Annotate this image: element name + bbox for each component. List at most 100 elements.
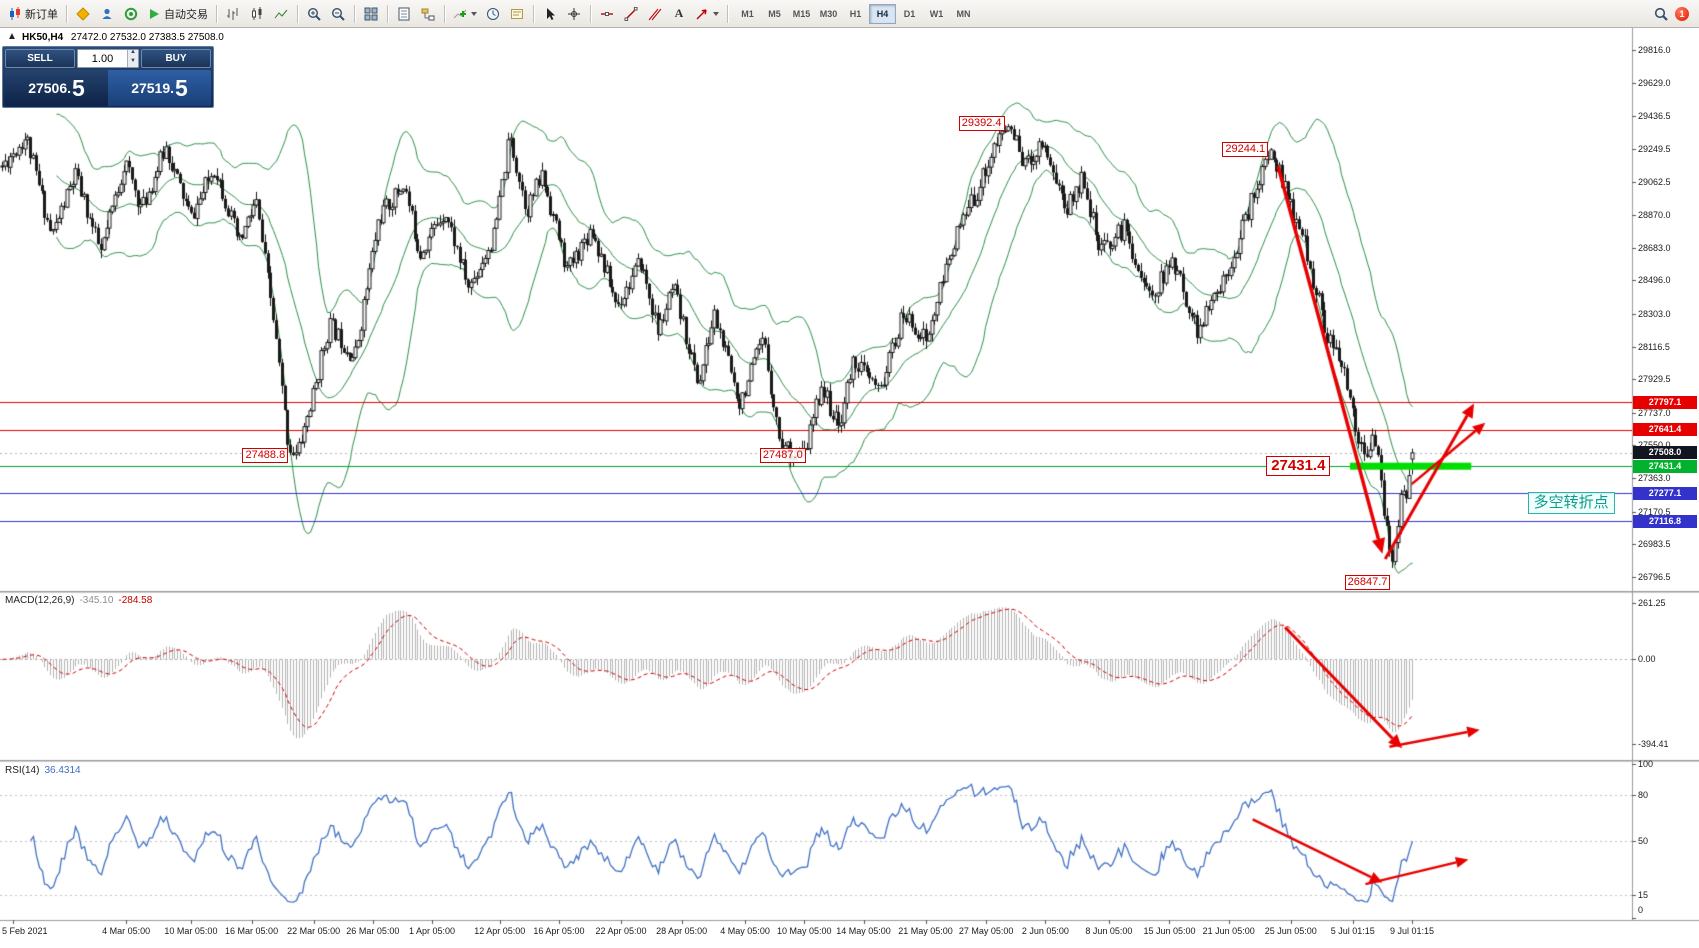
volume-down-button[interactable]: ▼ bbox=[128, 58, 138, 67]
timeframe-group: M1 M5 M15 M30 H1 H4 D1 W1 MN bbox=[734, 3, 977, 24]
clock-icon bbox=[487, 7, 499, 20]
toolbar-separator bbox=[216, 4, 217, 23]
toolbar-separator bbox=[387, 4, 388, 23]
trendline-tool-button[interactable] bbox=[619, 3, 643, 25]
new-order-icon bbox=[10, 6, 20, 20]
horizontal-line-tool-button[interactable] bbox=[595, 3, 619, 25]
pivot-annotation: 多空转折点 bbox=[1527, 492, 1615, 515]
cursor-tool-button[interactable] bbox=[538, 3, 562, 25]
navigator-button[interactable] bbox=[416, 3, 440, 25]
text-tool-button[interactable]: A bbox=[667, 3, 691, 25]
crosshair-icon bbox=[568, 7, 580, 20]
crosshair-tool-button[interactable] bbox=[562, 3, 586, 25]
volume-field: ▲ ▼ bbox=[77, 49, 139, 68]
arrows-tool-button[interactable] bbox=[691, 3, 723, 25]
metaeditor-icon bbox=[76, 6, 90, 21]
dropdown-caret-icon bbox=[713, 11, 719, 16]
rsi-name: RSI(14) bbox=[5, 765, 40, 776]
pivot-price-label: 27431.4 bbox=[1266, 456, 1331, 477]
timeframe-h1-button[interactable]: H1 bbox=[842, 4, 869, 24]
metaeditor-button[interactable] bbox=[71, 3, 95, 25]
market-button[interactable] bbox=[119, 3, 143, 25]
toolbar-separator bbox=[297, 4, 298, 23]
zoom-out-button[interactable] bbox=[326, 3, 350, 25]
tile-windows-button[interactable] bbox=[359, 3, 383, 25]
buy-price-frac: 5 bbox=[175, 74, 188, 101]
zoom-in-button[interactable] bbox=[302, 3, 326, 25]
rsi-header: RSI(14) 36.4314 bbox=[5, 765, 81, 776]
candlestick-mode-button[interactable] bbox=[245, 3, 269, 25]
community-icon bbox=[102, 8, 112, 19]
bar-chart-icon bbox=[227, 7, 238, 20]
main-toolbar: 新订单 自动交易 bbox=[0, 0, 1699, 28]
toolbar-separator bbox=[590, 4, 591, 23]
timeframe-w1-button[interactable]: W1 bbox=[923, 4, 950, 24]
volume-up-button[interactable]: ▲ bbox=[128, 49, 138, 59]
period-settings-button[interactable] bbox=[481, 3, 505, 25]
volume-input[interactable] bbox=[78, 50, 127, 67]
sell-price[interactable]: 27506. 5 bbox=[5, 70, 108, 106]
zoom-out-icon bbox=[331, 7, 345, 21]
line-chart-mode-button[interactable] bbox=[269, 3, 293, 25]
dropdown-caret-icon bbox=[471, 11, 477, 16]
volume-spinner: ▲ ▼ bbox=[127, 49, 138, 67]
symbol-header: HK50,H4 27472.0 27532.0 27383.5 27508.0 bbox=[22, 32, 224, 43]
sell-button[interactable]: SELL bbox=[5, 49, 75, 68]
toolbar-separator bbox=[533, 4, 534, 23]
toolbar-separator bbox=[444, 4, 445, 23]
trendline-icon bbox=[624, 6, 638, 21]
insert-indicator-icon bbox=[453, 9, 467, 18]
notification-icon[interactable]: 1 bbox=[1675, 6, 1689, 21]
candlestick-icon bbox=[252, 6, 262, 20]
macd-signal-value: -284.58 bbox=[118, 595, 153, 606]
toolbar-separator bbox=[66, 4, 67, 23]
price-chart-canvas[interactable] bbox=[0, 28, 1699, 948]
macd-header: MACD(12,26,9) -345.10 -284.58 bbox=[5, 595, 152, 606]
one-click-trading-panel: SELL ▲ ▼ BUY 27506. 5 27519. 5 bbox=[2, 46, 214, 108]
buy-button[interactable]: BUY bbox=[141, 49, 211, 68]
search-button[interactable] bbox=[1649, 3, 1673, 25]
macd-value: -345.10 bbox=[79, 595, 114, 606]
templates-icon bbox=[511, 8, 523, 19]
arrow-object-icon bbox=[696, 8, 707, 19]
symbol-period-label: HK50,H4 bbox=[22, 32, 64, 43]
data-window-icon bbox=[398, 7, 410, 20]
trade-panel-collapse-button[interactable]: ▲ bbox=[7, 31, 17, 42]
timeframe-d1-button[interactable]: D1 bbox=[896, 4, 923, 24]
sell-price-frac: 5 bbox=[72, 74, 85, 101]
horizontal-line-icon bbox=[601, 11, 613, 16]
new-order-button[interactable]: 新订单 bbox=[4, 3, 62, 25]
templates-button[interactable] bbox=[505, 3, 529, 25]
cursor-icon bbox=[547, 7, 555, 20]
channel-tool-button[interactable] bbox=[643, 3, 667, 25]
zoom-in-icon bbox=[307, 7, 321, 21]
sell-price-main: 27506. bbox=[28, 80, 72, 96]
chart-area: ▲ HK50,H4 27472.0 27532.0 27383.5 27508.… bbox=[0, 28, 1699, 948]
toolbar-separator bbox=[354, 4, 355, 23]
timeframe-m30-button[interactable]: M30 bbox=[815, 4, 842, 24]
data-window-button[interactable] bbox=[392, 3, 416, 25]
bar-chart-mode-button[interactable] bbox=[221, 3, 245, 25]
community-button[interactable] bbox=[95, 3, 119, 25]
buy-price[interactable]: 27519. 5 bbox=[108, 70, 211, 106]
timeframe-m15-button[interactable]: M15 bbox=[788, 4, 815, 24]
timeframe-h4-button[interactable]: H4 bbox=[869, 3, 896, 24]
timeframe-mn-button[interactable]: MN bbox=[950, 4, 977, 24]
market-icon bbox=[124, 7, 138, 20]
ohlc-readout: 27472.0 27532.0 27383.5 27508.0 bbox=[70, 32, 224, 43]
insert-indicator-button[interactable] bbox=[449, 3, 481, 25]
buy-price-main: 27519. bbox=[131, 80, 175, 96]
search-icon bbox=[1654, 7, 1668, 21]
channel-icon bbox=[648, 8, 662, 20]
navigator-icon bbox=[421, 8, 435, 20]
tile-windows-icon bbox=[364, 7, 378, 20]
rsi-value: 36.4314 bbox=[44, 765, 81, 776]
autotrading-play-icon bbox=[150, 8, 159, 19]
macd-name: MACD(12,26,9) bbox=[5, 595, 75, 606]
autotrading-label: 自动交易 bbox=[164, 8, 208, 21]
line-chart-icon bbox=[274, 9, 288, 18]
autotrading-button[interactable]: 自动交易 bbox=[143, 3, 212, 25]
timeframe-m5-button[interactable]: M5 bbox=[761, 4, 788, 24]
new-order-label: 新订单 bbox=[25, 8, 58, 21]
timeframe-m1-button[interactable]: M1 bbox=[734, 4, 761, 24]
